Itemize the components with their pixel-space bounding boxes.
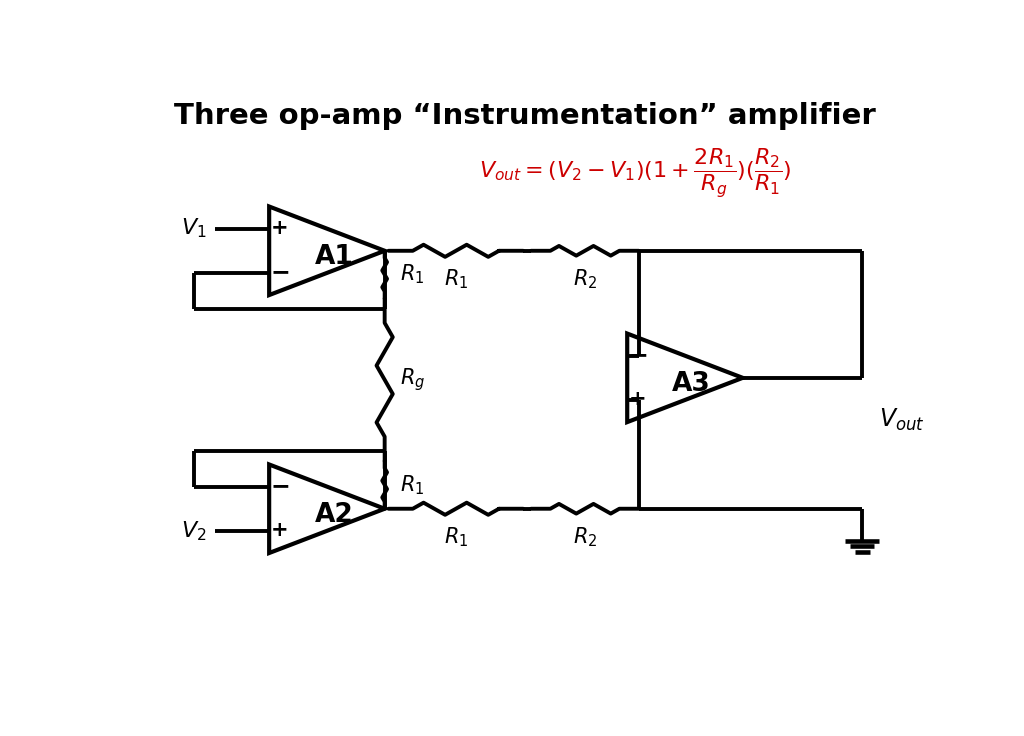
Text: $R_g$: $R_g$ — [400, 367, 425, 393]
Text: $\mathit{V_{out}}$$ = (V_2 - V_1)(1 + \dfrac{2R_1}{R_g})(\dfrac{R_2}{R_1})$: $\mathit{V_{out}}$$ = (V_2 - V_1)(1 + \d… — [478, 147, 792, 200]
Text: +: + — [629, 389, 647, 409]
Text: −: − — [628, 343, 648, 367]
Text: −: − — [270, 474, 290, 498]
Text: $R_2$: $R_2$ — [572, 268, 597, 291]
Text: $V_2$: $V_2$ — [181, 519, 207, 542]
Text: A2: A2 — [315, 502, 354, 528]
Text: A1: A1 — [315, 244, 354, 270]
Text: $R_1$: $R_1$ — [400, 263, 424, 286]
Text: +: + — [271, 218, 289, 238]
Text: $R_1$: $R_1$ — [443, 526, 468, 549]
Text: $R_2$: $R_2$ — [572, 526, 597, 549]
Text: A3: A3 — [672, 371, 711, 397]
Text: $R_1$: $R_1$ — [400, 473, 424, 497]
Text: Three op-amp “Instrumentation” amplifier: Three op-amp “Instrumentation” amplifier — [174, 102, 876, 130]
Text: $V_{out}$: $V_{out}$ — [879, 407, 925, 434]
Text: $V_1$: $V_1$ — [181, 217, 207, 241]
Text: $R_1$: $R_1$ — [443, 268, 468, 291]
Text: +: + — [271, 520, 289, 540]
Text: −: − — [270, 260, 290, 284]
